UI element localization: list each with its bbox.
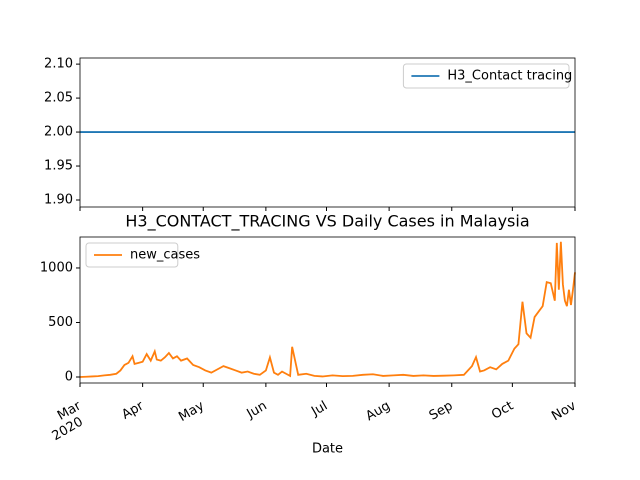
legend-label: new_cases xyxy=(130,248,200,263)
y-tick-label: 2.10 xyxy=(44,57,73,72)
axes-frame xyxy=(79,57,576,208)
x-axis-label: Date xyxy=(312,442,343,457)
x-tick-label: Oct xyxy=(489,399,516,423)
x-tick-label: Aug xyxy=(363,399,392,425)
data-line xyxy=(79,241,576,378)
y-tick-label: 1.95 xyxy=(44,159,73,174)
y-tick-label: 2.05 xyxy=(44,91,73,106)
axes-frame xyxy=(79,236,576,384)
y-tick-label: 500 xyxy=(48,315,73,330)
y-tick-label: 1000 xyxy=(40,260,73,275)
y-tick-label: 1.90 xyxy=(44,193,73,208)
legend-box xyxy=(85,242,179,268)
chart-title: H3_CONTACT_TRACING VS Daily Cases in Mal… xyxy=(125,212,529,232)
x-tick-label: Nov xyxy=(549,398,579,424)
x-tick-label: Sep xyxy=(427,399,456,424)
y-tick-label: 0 xyxy=(65,370,73,385)
x-tick-label: Jun xyxy=(244,399,270,423)
legend-box xyxy=(402,63,570,89)
x-tick-label: May xyxy=(176,398,207,425)
y-tick-label: 2.00 xyxy=(44,125,73,140)
x-tick-label: Apr xyxy=(119,398,147,423)
x-tick-label: Jul xyxy=(308,399,330,420)
legend-label: H3_Contact tracing xyxy=(447,69,572,84)
